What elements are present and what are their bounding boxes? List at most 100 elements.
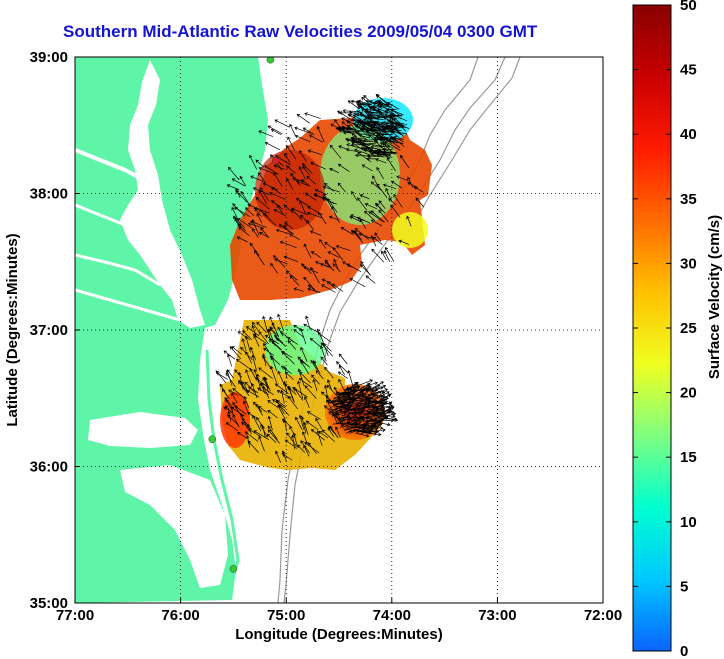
velocity-vectors xyxy=(215,93,425,463)
velocity-arrow xyxy=(342,108,358,113)
velocity-arrow xyxy=(370,388,389,395)
velocity-arrow xyxy=(346,385,358,389)
velocity-arrow xyxy=(368,211,384,223)
velocity-arrow xyxy=(219,383,228,397)
velocity-arrow xyxy=(245,326,260,337)
velocity-arrow xyxy=(236,358,251,370)
velocity-arrow xyxy=(366,390,382,401)
velocity-arrow xyxy=(249,154,258,170)
velocity-arrow xyxy=(393,194,403,208)
velocity-arrow xyxy=(384,140,401,151)
velocity-arrow xyxy=(364,116,381,120)
velocity-arrow xyxy=(382,152,398,156)
velocity-arrow xyxy=(376,104,393,111)
velocity-arrow xyxy=(310,359,317,370)
velocity-arrow xyxy=(283,225,291,234)
velocity-arrow xyxy=(392,137,405,147)
velocity-arrow xyxy=(381,126,394,132)
velocity-arrow xyxy=(264,334,279,345)
velocity-arrow xyxy=(370,219,383,227)
velocity-arrow xyxy=(303,421,309,436)
velocity-arrow xyxy=(351,399,368,404)
velocity-arrow xyxy=(376,183,388,199)
velocity-arrow xyxy=(257,387,269,396)
velocity-arrow xyxy=(312,378,318,392)
velocity-arrow xyxy=(331,408,343,414)
velocity-arrow xyxy=(378,200,386,210)
velocity-arrow xyxy=(238,379,249,393)
velocity-arrow xyxy=(303,243,312,259)
velocity-arrow xyxy=(378,209,389,223)
velocity-arrow xyxy=(299,359,311,368)
grid-lines xyxy=(75,57,603,603)
velocity-arrow xyxy=(258,367,273,379)
velocity-arrow xyxy=(336,361,349,374)
velocity-arrow xyxy=(328,398,341,403)
velocity-arrow xyxy=(251,219,260,236)
velocity-arrow xyxy=(231,178,246,187)
velocity-arrow xyxy=(370,419,382,425)
velocity-arrow xyxy=(267,409,278,419)
x-axis-label: Longitude (Degrees:Minutes) xyxy=(235,626,443,643)
velocity-arrow xyxy=(253,368,260,383)
velocity-arrow xyxy=(340,125,354,130)
velocity-arrow xyxy=(359,113,377,124)
velocity-arrow xyxy=(263,376,271,392)
velocity-arrow xyxy=(335,393,351,397)
velocity-arrow xyxy=(374,232,382,242)
velocity-arrow xyxy=(232,203,246,217)
velocity-arrow xyxy=(258,435,265,452)
velocity-arrow xyxy=(309,337,322,348)
velocity-arrow xyxy=(261,353,267,367)
velocity-arrow xyxy=(258,172,266,184)
velocity-arrow xyxy=(294,387,304,401)
velocity-arrow xyxy=(225,422,238,431)
velocity-arrow xyxy=(341,121,353,130)
velocity-arrow xyxy=(370,144,382,149)
velocity-arrow xyxy=(326,384,339,398)
velocity-arrow xyxy=(359,218,367,229)
velocity-arrow xyxy=(297,444,306,453)
velocity-arrow xyxy=(369,148,382,153)
velocity-arrow xyxy=(298,166,306,180)
velocity-arrow xyxy=(366,153,378,158)
velocity-arrow xyxy=(284,152,291,163)
velocity-arrow xyxy=(303,276,316,291)
velocity-arrow xyxy=(367,104,383,114)
velocity-arrow xyxy=(341,416,353,420)
velocity-arrow xyxy=(365,120,381,126)
velocity-arrow xyxy=(281,453,293,461)
velocity-arrow xyxy=(270,187,282,195)
velocity-arrow xyxy=(240,190,251,207)
velocity-arrow xyxy=(287,340,297,350)
velocity-arrow xyxy=(338,111,357,115)
velocity-arrow xyxy=(337,127,351,131)
velocity-arrow xyxy=(370,151,389,156)
velocity-arrow xyxy=(264,141,281,151)
outer-banks xyxy=(205,349,240,591)
velocity-arrow xyxy=(302,165,311,176)
velocity-arrow xyxy=(341,411,355,417)
velocity-arrow xyxy=(242,400,249,415)
albemarle-sound xyxy=(88,412,198,448)
velocity-arrow xyxy=(277,313,284,331)
velocity-arrow xyxy=(369,123,385,128)
velocity-arrow xyxy=(244,431,259,442)
velocity-arrow xyxy=(232,401,242,417)
velocity-arrow xyxy=(347,100,360,110)
station-marker xyxy=(208,435,217,443)
velocity-arrow xyxy=(338,378,345,392)
x-tick-label: 77:00 xyxy=(56,607,94,624)
velocity-arrow xyxy=(345,147,362,154)
velocity-arrow xyxy=(245,369,253,387)
velocity-arrow xyxy=(249,346,257,361)
velocity-arrow xyxy=(331,283,344,292)
velocity-arrow xyxy=(267,415,273,431)
velocity-arrow xyxy=(332,420,351,425)
velocity-arrow xyxy=(367,381,384,391)
velocity-arrow xyxy=(385,187,393,203)
velocity-arrow xyxy=(340,227,354,235)
velocity-arrow xyxy=(275,337,287,347)
velocity-arrow xyxy=(274,335,284,344)
velocity-arrow xyxy=(292,177,304,183)
